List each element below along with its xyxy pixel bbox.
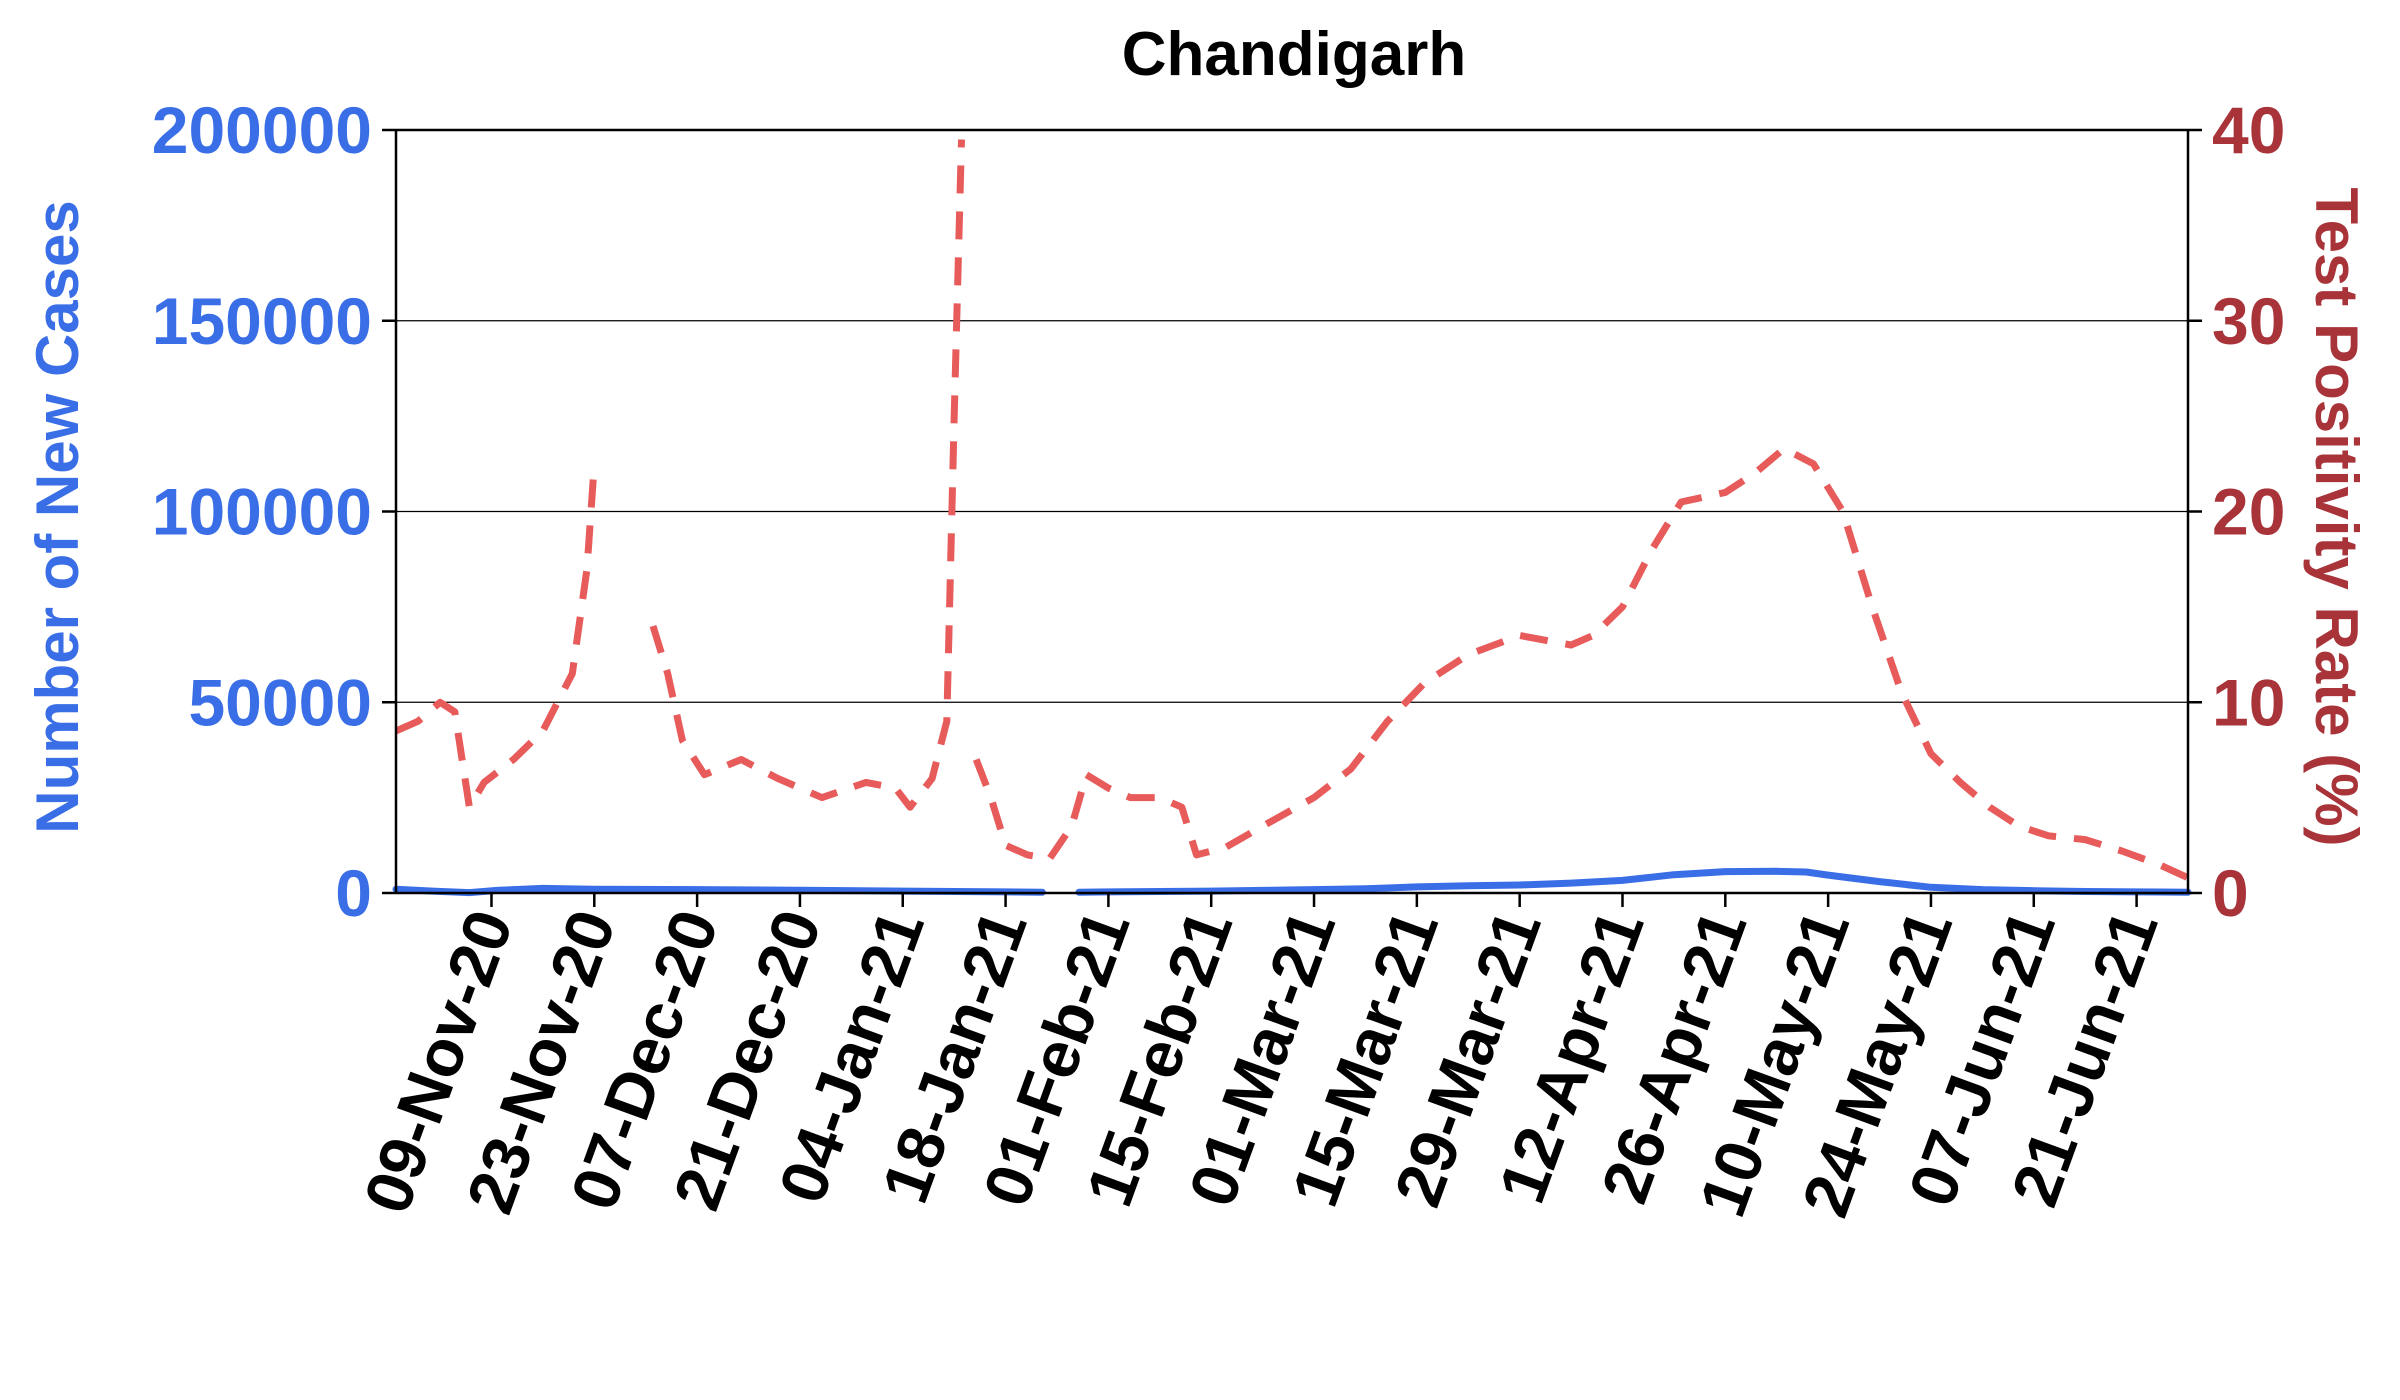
right-tick-label: 10 [2212, 665, 2285, 739]
left-tick-label: 50000 [188, 665, 372, 739]
y-axis-label-right: Test Positivity Rate (%) [2303, 187, 2370, 846]
right-tick-label: 40 [2212, 93, 2285, 167]
left-y-ticks: 0 50000 100000 150000 200000 [152, 93, 396, 930]
y-axis-label-left: Number of New Cases [24, 200, 91, 834]
new-cases-line-segment [1075, 867, 2192, 896]
positivity-rate-line-segment [649, 139, 965, 811]
right-tick-label: 20 [2212, 475, 2285, 549]
left-tick-label: 100000 [152, 475, 372, 549]
right-y-ticks: 0 10 20 30 40 [2188, 93, 2285, 930]
left-tick-label: 200000 [152, 93, 372, 167]
right-tick-label: 0 [2212, 856, 2249, 930]
left-tick-label: 0 [335, 856, 372, 930]
chart-title: Chandigarh [1122, 20, 1466, 89]
positivity-rate-line-segment [972, 445, 2190, 881]
left-tick-label: 150000 [152, 284, 372, 358]
gridlines [396, 320, 2188, 703]
positivity-rate-line-segment [394, 463, 598, 811]
x-ticks: 09-Nov-2023-Nov-2007-Dec-2021-Dec-2004-J… [349, 893, 2172, 1226]
right-tick-label: 30 [2212, 284, 2285, 358]
series-layer [392, 139, 2192, 897]
